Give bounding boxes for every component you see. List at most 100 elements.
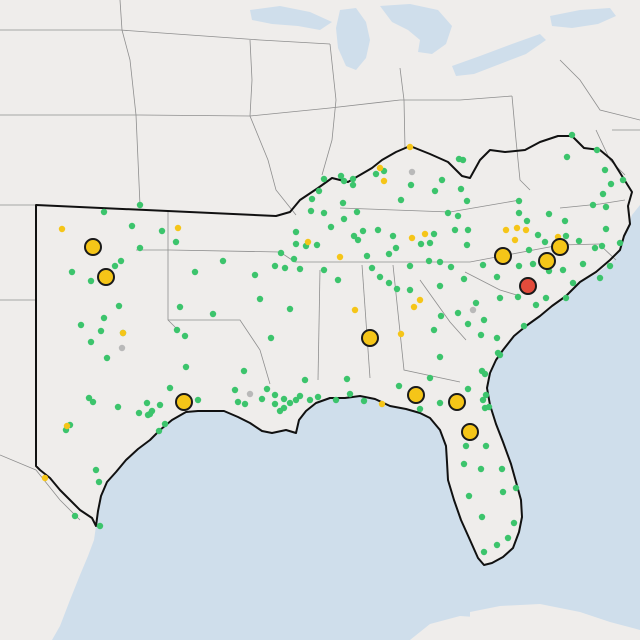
green-marker-68[interactable] bbox=[480, 316, 488, 324]
green-marker-78[interactable] bbox=[454, 212, 462, 220]
green-marker-154[interactable] bbox=[320, 175, 328, 183]
green-marker-6[interactable] bbox=[111, 262, 119, 270]
green-marker-150[interactable] bbox=[431, 187, 439, 195]
green-marker-59[interactable] bbox=[477, 465, 485, 473]
green-marker-149[interactable] bbox=[407, 181, 415, 189]
green-marker-116[interactable] bbox=[602, 203, 610, 211]
green-marker-174[interactable] bbox=[332, 396, 340, 404]
green-marker-5[interactable] bbox=[136, 244, 144, 252]
green-marker-110[interactable] bbox=[534, 231, 542, 239]
green-marker-8[interactable] bbox=[87, 277, 95, 285]
green-marker-113[interactable] bbox=[561, 217, 569, 225]
green-marker-122[interactable] bbox=[596, 274, 604, 282]
green-marker-178[interactable] bbox=[241, 400, 249, 408]
green-marker-87[interactable] bbox=[353, 208, 361, 216]
green-marker-52[interactable] bbox=[499, 488, 507, 496]
green-marker-125[interactable] bbox=[569, 279, 577, 287]
green-marker-148[interactable] bbox=[397, 196, 405, 204]
green-marker-188[interactable] bbox=[148, 407, 156, 415]
green-marker-135[interactable] bbox=[525, 246, 533, 254]
green-marker-163[interactable] bbox=[385, 279, 393, 287]
green-marker-61[interactable] bbox=[482, 391, 490, 399]
green-marker-191[interactable] bbox=[161, 420, 169, 428]
green-marker-64[interactable] bbox=[520, 322, 528, 330]
green-marker-2[interactable] bbox=[128, 222, 136, 230]
green-marker-30[interactable] bbox=[271, 262, 279, 270]
green-marker-100[interactable] bbox=[354, 236, 362, 244]
green-marker-172[interactable] bbox=[360, 397, 368, 405]
yellow-marker-21[interactable] bbox=[119, 329, 127, 337]
green-marker-14[interactable] bbox=[77, 321, 85, 329]
large-yellow-marker-0[interactable] bbox=[84, 238, 102, 256]
green-marker-76[interactable] bbox=[464, 226, 472, 234]
yellow-marker-4[interactable] bbox=[351, 306, 359, 314]
yellow-marker-13[interactable] bbox=[502, 226, 510, 234]
yellow-marker-15[interactable] bbox=[406, 143, 414, 151]
green-marker-94[interactable] bbox=[307, 207, 315, 215]
green-marker-121[interactable] bbox=[606, 262, 614, 270]
green-marker-18[interactable] bbox=[173, 326, 181, 334]
green-marker-176[interactable] bbox=[296, 392, 304, 400]
green-marker-137[interactable] bbox=[563, 153, 571, 161]
green-marker-46[interactable] bbox=[479, 396, 487, 404]
green-marker-85[interactable] bbox=[350, 232, 358, 240]
gray-marker-2[interactable] bbox=[469, 306, 477, 314]
green-marker-198[interactable] bbox=[95, 478, 103, 486]
green-marker-157[interactable] bbox=[334, 276, 342, 284]
green-marker-123[interactable] bbox=[579, 260, 587, 268]
green-marker-147[interactable] bbox=[444, 209, 452, 217]
green-marker-43[interactable] bbox=[436, 399, 444, 407]
green-marker-66[interactable] bbox=[472, 299, 480, 307]
yellow-marker-12[interactable] bbox=[513, 224, 521, 232]
large-yellow-marker-6[interactable] bbox=[461, 423, 479, 441]
green-marker-71[interactable] bbox=[436, 282, 444, 290]
green-marker-22[interactable] bbox=[191, 268, 199, 276]
green-marker-31[interactable] bbox=[251, 271, 259, 279]
yellow-marker-17[interactable] bbox=[380, 177, 388, 185]
green-marker-95[interactable] bbox=[320, 209, 328, 217]
green-marker-21[interactable] bbox=[209, 310, 217, 318]
green-marker-143[interactable] bbox=[601, 166, 609, 174]
green-marker-41[interactable] bbox=[395, 382, 403, 390]
green-marker-114[interactable] bbox=[562, 232, 570, 240]
green-marker-168[interactable] bbox=[481, 370, 489, 378]
green-marker-175[interactable] bbox=[280, 395, 288, 403]
large-yellow-marker-4[interactable] bbox=[407, 386, 425, 404]
green-marker-3[interactable] bbox=[158, 227, 166, 235]
green-marker-49[interactable] bbox=[460, 460, 468, 468]
green-marker-155[interactable] bbox=[315, 187, 323, 195]
green-marker-37[interactable] bbox=[301, 376, 309, 384]
green-marker-75[interactable] bbox=[463, 241, 471, 249]
green-marker-189[interactable] bbox=[144, 411, 152, 419]
green-marker-26[interactable] bbox=[286, 305, 294, 313]
green-marker-140[interactable] bbox=[589, 201, 597, 209]
green-marker-111[interactable] bbox=[541, 238, 549, 246]
green-marker-90[interactable] bbox=[340, 177, 348, 185]
green-marker-136[interactable] bbox=[515, 262, 523, 270]
green-marker-17[interactable] bbox=[176, 303, 184, 311]
green-marker-186[interactable] bbox=[156, 401, 164, 409]
green-marker-4[interactable] bbox=[172, 238, 180, 246]
green-marker-102[interactable] bbox=[385, 250, 393, 258]
green-marker-96[interactable] bbox=[327, 223, 335, 231]
large-yellow-marker-5[interactable] bbox=[448, 393, 466, 411]
green-marker-15[interactable] bbox=[87, 338, 95, 346]
green-marker-70[interactable] bbox=[437, 312, 445, 320]
green-marker-58[interactable] bbox=[478, 513, 486, 521]
green-marker-107[interactable] bbox=[417, 240, 425, 248]
green-marker-104[interactable] bbox=[406, 262, 414, 270]
green-marker-91[interactable] bbox=[372, 170, 380, 178]
green-marker-117[interactable] bbox=[602, 225, 610, 233]
green-marker-28[interactable] bbox=[290, 255, 298, 263]
green-marker-132[interactable] bbox=[479, 261, 487, 269]
green-marker-171[interactable] bbox=[426, 374, 434, 382]
markers-layer[interactable] bbox=[41, 131, 627, 556]
green-marker-182[interactable] bbox=[280, 404, 288, 412]
green-marker-146[interactable] bbox=[463, 197, 471, 205]
green-marker-129[interactable] bbox=[514, 293, 522, 301]
green-marker-106[interactable] bbox=[426, 239, 434, 247]
green-marker-39[interactable] bbox=[306, 396, 314, 404]
green-marker-195[interactable] bbox=[85, 394, 93, 402]
yellow-marker-10[interactable] bbox=[522, 226, 530, 234]
